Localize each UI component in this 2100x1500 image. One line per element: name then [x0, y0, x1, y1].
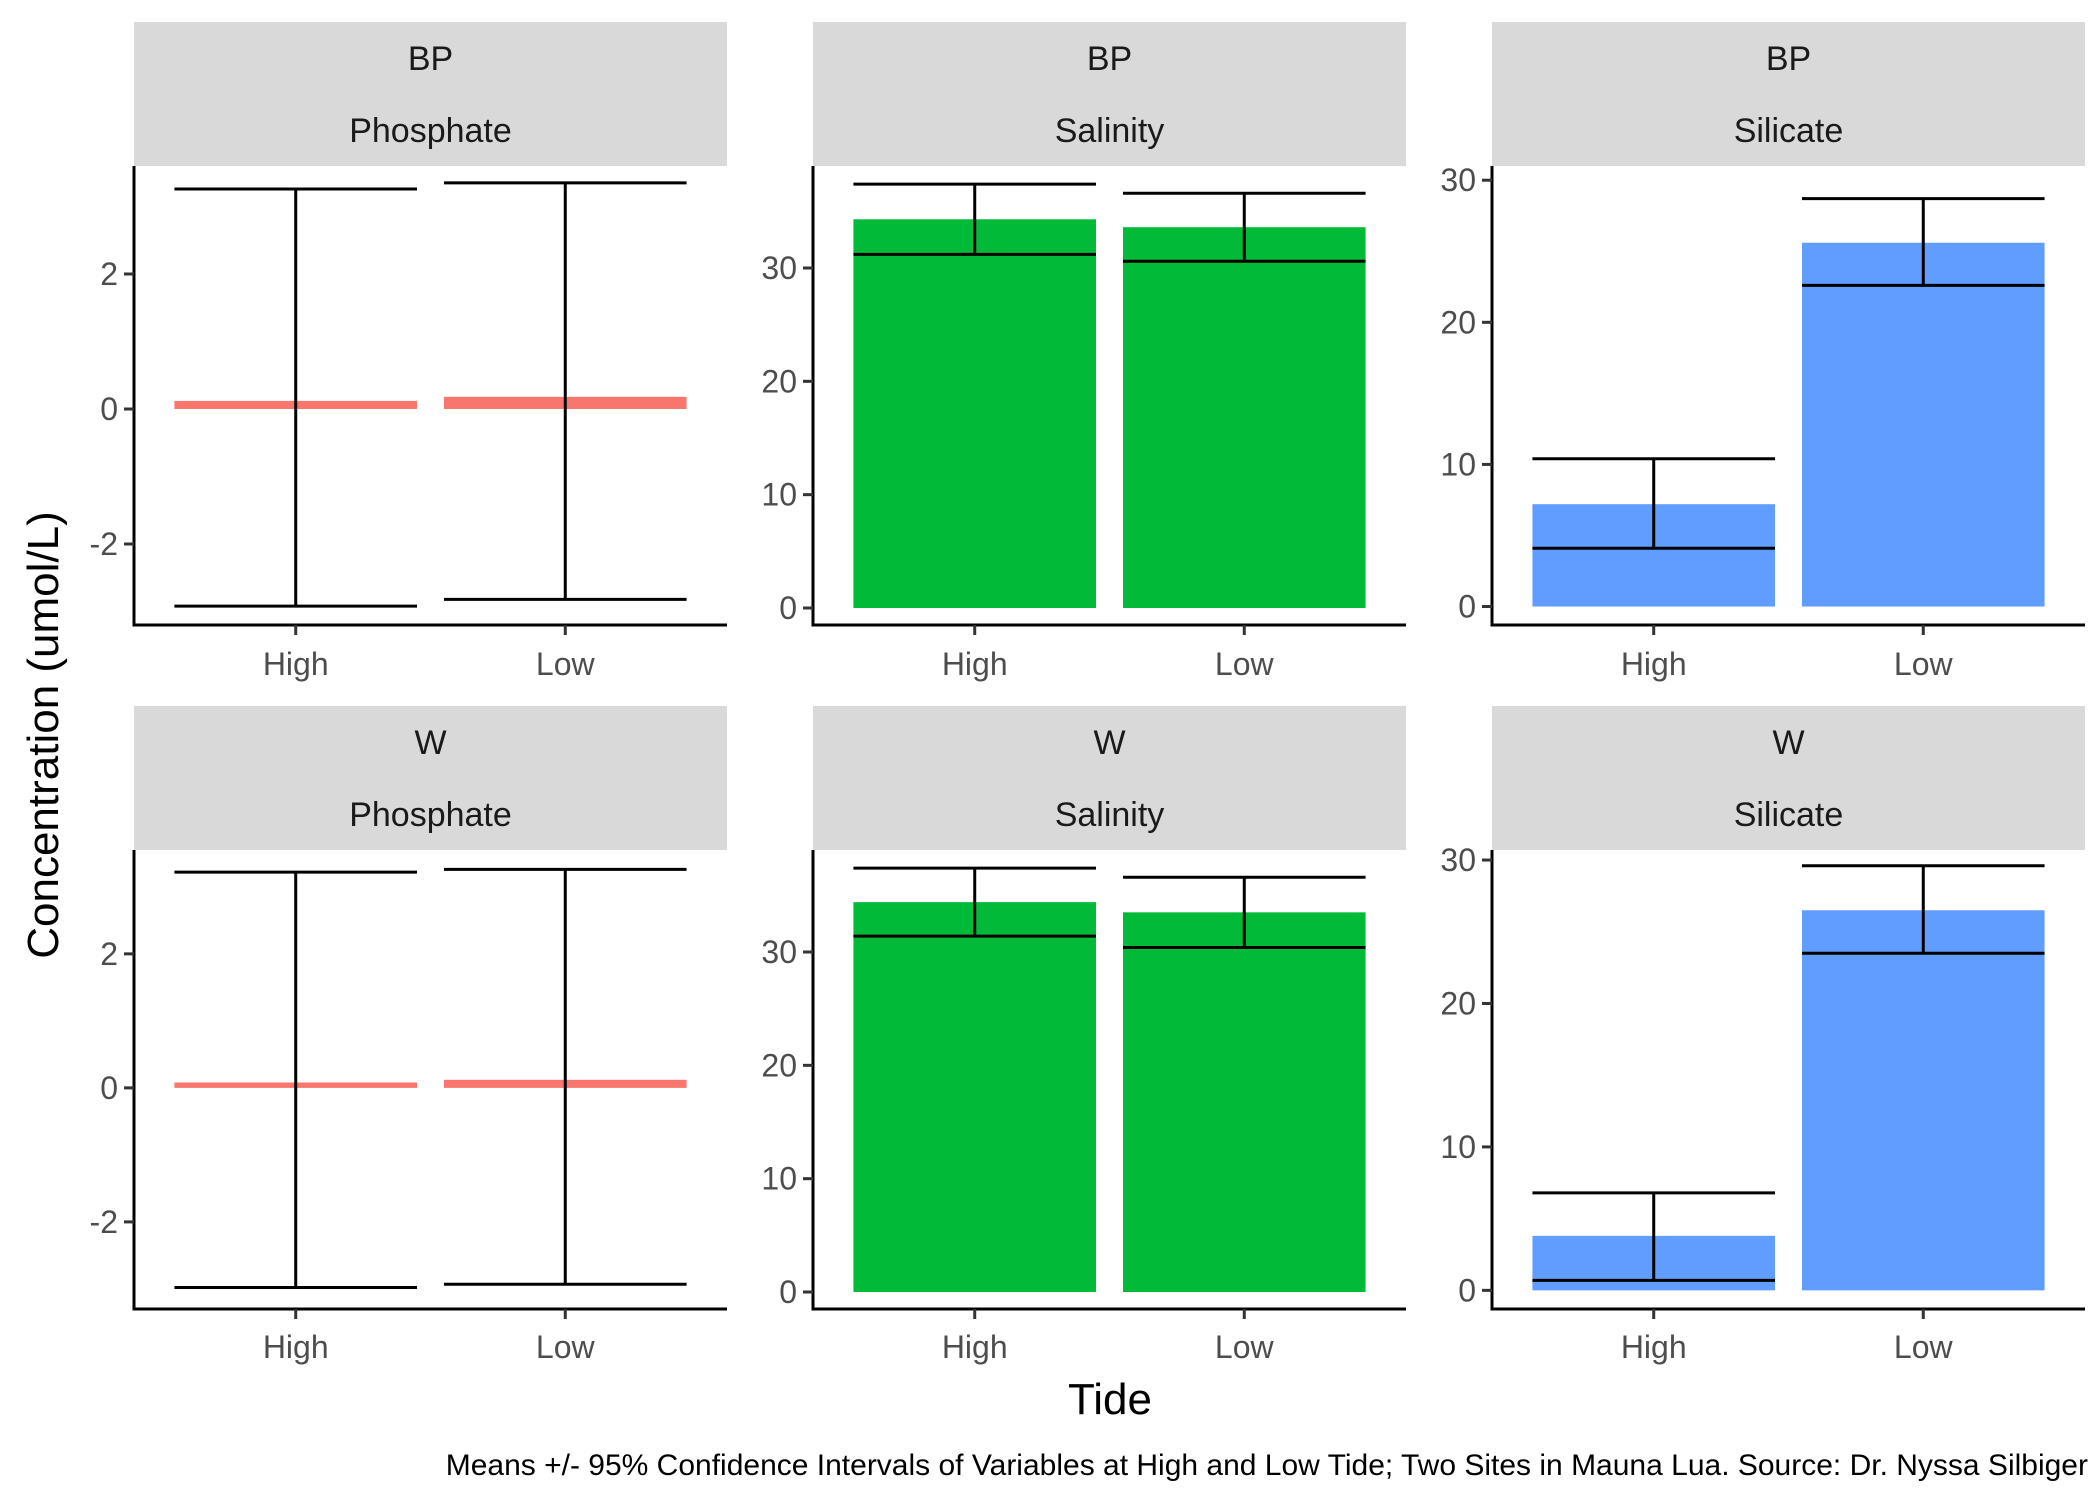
x-tick-label: High — [263, 646, 329, 682]
bar — [1801, 910, 2045, 1291]
facet-panel: W Silicate 0 10 20 30 High Low — [1440, 706, 2085, 1365]
x-tick-label: High — [942, 646, 1008, 682]
strip-label-variable: Phosphate — [349, 796, 512, 834]
strip-label-variable: Phosphate — [349, 112, 512, 150]
y-tick-label: 0 — [1458, 1272, 1476, 1308]
y-tick-label: 0 — [100, 1070, 118, 1106]
x-tick-label: Low — [1894, 646, 1954, 682]
facet-strip — [813, 706, 1406, 850]
y-tick-label: 20 — [1440, 304, 1476, 340]
facet-panel: BP Salinity 0 10 20 30 High Low — [761, 22, 1406, 682]
error-bar — [853, 182, 1097, 256]
y-tick-label: 10 — [1440, 446, 1476, 482]
facet-strip — [813, 22, 1406, 166]
strip-label-variable: Silicate — [1734, 796, 1844, 834]
y-tick-label: 30 — [1440, 842, 1476, 878]
x-tick-label: High — [1621, 1329, 1687, 1365]
strip-label-site: BP — [408, 40, 453, 78]
figure-caption: Means +/- 95% Confidence Intervals of Va… — [446, 1449, 2088, 1482]
bar — [1801, 242, 2045, 607]
y-tick-label: 0 — [779, 1274, 797, 1310]
error-bar — [443, 867, 687, 1286]
strip-label-site: BP — [1087, 40, 1132, 78]
y-tick-label: 10 — [1440, 1129, 1476, 1165]
x-tick-label: Low — [536, 1329, 596, 1365]
facet-strip — [1492, 706, 2085, 850]
bar — [853, 902, 1097, 1292]
bar — [853, 219, 1097, 608]
y-tick-label: -2 — [90, 526, 118, 562]
strip-label-variable: Salinity — [1055, 112, 1165, 150]
strip-label-site: W — [1772, 724, 1804, 762]
facet-panel: W Phosphate -2 0 2 High Low — [90, 706, 727, 1365]
strip-label-site: W — [1093, 724, 1125, 762]
y-tick-label: 2 — [100, 256, 118, 292]
facet-panel: W Salinity 0 10 20 30 High Low — [761, 706, 1406, 1365]
error-bar — [174, 187, 418, 608]
bar — [1122, 227, 1366, 608]
y-tick-label: 20 — [1440, 985, 1476, 1021]
strip-label-variable: Salinity — [1055, 796, 1165, 834]
x-tick-label: Low — [1215, 646, 1275, 682]
strip-label-variable: Silicate — [1734, 112, 1844, 150]
error-bar — [1122, 875, 1366, 949]
error-bar — [174, 870, 418, 1290]
error-bar — [1122, 191, 1366, 263]
y-tick-label: -2 — [90, 1204, 118, 1240]
x-tick-label: High — [942, 1329, 1008, 1365]
bar — [1122, 912, 1366, 1292]
facet-panel: BP Phosphate -2 0 2 High Low — [90, 22, 727, 682]
y-tick-label: 0 — [100, 391, 118, 427]
x-tick-label: Low — [1215, 1329, 1275, 1365]
facet-panel: BP Silicate 0 10 20 30 High Low — [1440, 22, 2085, 682]
y-tick-label: 10 — [761, 477, 797, 513]
x-tick-label: Low — [536, 646, 596, 682]
facet-strip — [134, 706, 727, 850]
error-bar — [1801, 197, 2045, 287]
y-tick-label: 30 — [1440, 162, 1476, 198]
error-bar — [443, 181, 687, 601]
y-tick-label: 30 — [761, 934, 797, 970]
y-tick-label: 20 — [761, 1047, 797, 1083]
strip-label-site: W — [414, 724, 446, 762]
error-bar — [1801, 864, 2045, 955]
y-tick-label: 10 — [761, 1161, 797, 1197]
y-tick-label: 30 — [761, 250, 797, 286]
y-tick-label: 2 — [100, 936, 118, 972]
x-tick-label: High — [263, 1329, 329, 1365]
y-tick-label: 0 — [1458, 589, 1476, 625]
facet-strip — [134, 22, 727, 166]
x-tick-label: Low — [1894, 1329, 1954, 1365]
error-bar — [1532, 1191, 1776, 1282]
x-axis-title: Tide — [1068, 1375, 1152, 1424]
y-tick-label: 20 — [761, 363, 797, 399]
y-tick-label: 0 — [779, 590, 797, 626]
facet-strip — [1492, 22, 2085, 166]
x-tick-label: High — [1621, 646, 1687, 682]
error-bar — [853, 866, 1097, 938]
y-axis-title: Concentration (umol/L) — [19, 511, 68, 959]
strip-label-site: BP — [1766, 40, 1811, 78]
error-bar — [1532, 457, 1776, 550]
